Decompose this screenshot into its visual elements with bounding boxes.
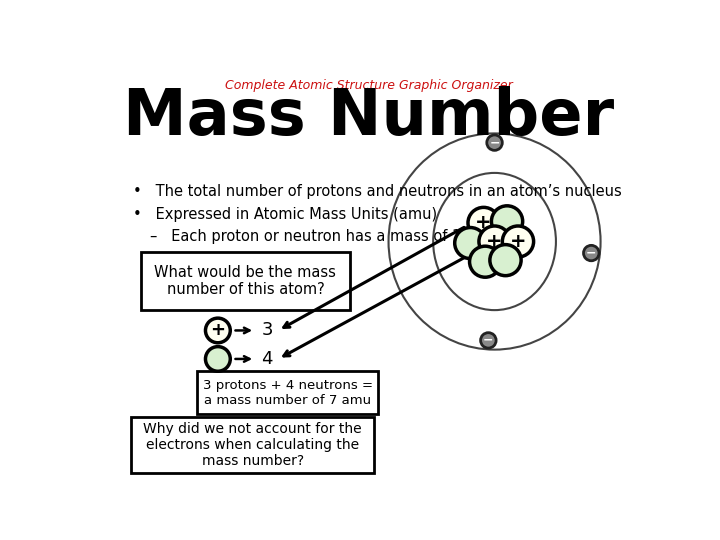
Text: •   The total number of protons and neutrons in an atom’s nucleus: • The total number of protons and neutro…: [132, 184, 621, 199]
Circle shape: [487, 135, 503, 150]
Text: +: +: [210, 321, 225, 340]
Circle shape: [490, 245, 521, 275]
Circle shape: [455, 227, 486, 259]
Text: −: −: [586, 247, 596, 260]
Text: +: +: [510, 232, 526, 251]
Circle shape: [468, 207, 499, 239]
Text: Why did we not account for the
electrons when calculating the
mass number?: Why did we not account for the electrons…: [143, 422, 362, 468]
Text: +: +: [486, 232, 503, 251]
Text: +: +: [475, 213, 492, 232]
Text: 3 protons + 4 neutrons =
a mass number of 7 amu: 3 protons + 4 neutrons = a mass number o…: [202, 379, 373, 407]
Circle shape: [481, 333, 496, 348]
Text: Mass Number: Mass Number: [123, 86, 615, 148]
FancyBboxPatch shape: [131, 417, 374, 473]
Text: −: −: [490, 136, 500, 149]
FancyBboxPatch shape: [141, 252, 350, 310]
FancyBboxPatch shape: [197, 372, 378, 414]
Text: Complete Atomic Structure Graphic Organizer: Complete Atomic Structure Graphic Organi…: [225, 79, 513, 92]
Text: •   Expressed in Atomic Mass Units (amu): • Expressed in Atomic Mass Units (amu): [132, 207, 437, 222]
Text: 3: 3: [261, 321, 273, 340]
Circle shape: [479, 226, 510, 257]
Text: 4: 4: [261, 350, 273, 368]
Circle shape: [583, 245, 599, 261]
Text: –   Each proton or neutron has a mass of 1 amu: – Each proton or neutron has a mass of 1…: [150, 229, 498, 244]
Circle shape: [205, 347, 230, 372]
Circle shape: [492, 206, 523, 237]
Text: What would be the mass
number of this atom?: What would be the mass number of this at…: [155, 265, 336, 298]
Circle shape: [205, 318, 230, 343]
Circle shape: [469, 246, 501, 277]
Circle shape: [503, 226, 534, 257]
Text: −: −: [483, 334, 494, 347]
